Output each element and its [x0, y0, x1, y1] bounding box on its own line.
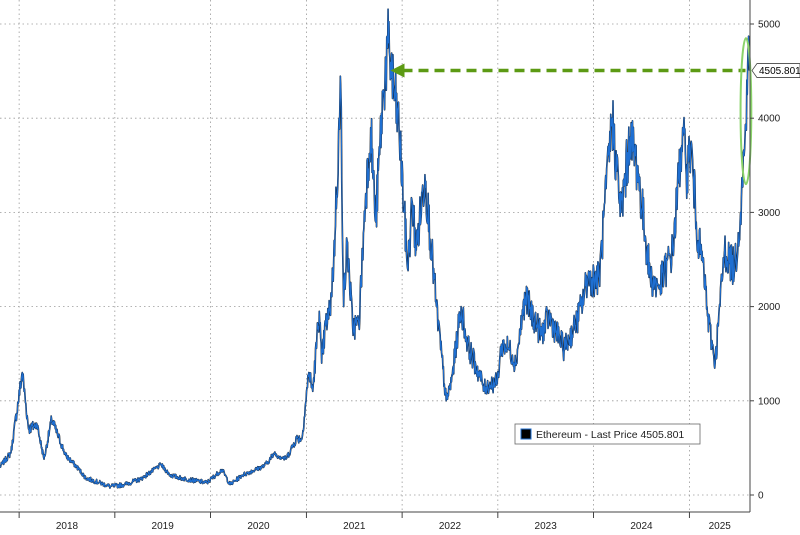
- price-line-shadow: [0, 8, 751, 489]
- price-line: [0, 8, 750, 489]
- y-tick-label: 1000: [758, 396, 781, 407]
- legend: Ethereum - Last Price 4505.801: [514, 423, 701, 445]
- x-tick-label: 2023: [535, 521, 558, 532]
- y-tick-label: 2000: [758, 302, 781, 313]
- legend-label: Ethereum - Last Price 4505.801: [536, 429, 684, 441]
- x-tick-label: 2018: [56, 521, 79, 532]
- last-price-label-text: 4505.801: [759, 66, 800, 77]
- x-tick-label: 2024: [630, 521, 653, 532]
- y-axis-ticks: 0 1000 2000 3000 4000 5000: [750, 20, 781, 502]
- legend-box: [514, 423, 701, 445]
- y-tick-label: 3000: [758, 208, 781, 219]
- y-tick-label: 4000: [758, 114, 781, 125]
- x-tick-label: 2025: [709, 521, 732, 532]
- x-tick-label: 2020: [247, 521, 270, 532]
- recent-high-ellipse: [739, 37, 753, 186]
- last-price-label: 4505.801: [751, 63, 800, 78]
- last-price-label-bg: [751, 63, 800, 78]
- price-series: [0, 8, 751, 489]
- legend-swatch: [520, 428, 532, 440]
- ath-reference-arrowhead: [390, 63, 405, 78]
- x-tick-label: 2022: [439, 521, 462, 532]
- x-tick-label: 2021: [343, 521, 366, 532]
- y-tick-label: 0: [758, 491, 764, 502]
- x-axis-ticks: 2018 2019 2020 2021 2022 2023 2024 2025: [18, 512, 732, 532]
- x-tick-label: 2019: [152, 521, 175, 532]
- y-tick-label: 5000: [758, 20, 781, 31]
